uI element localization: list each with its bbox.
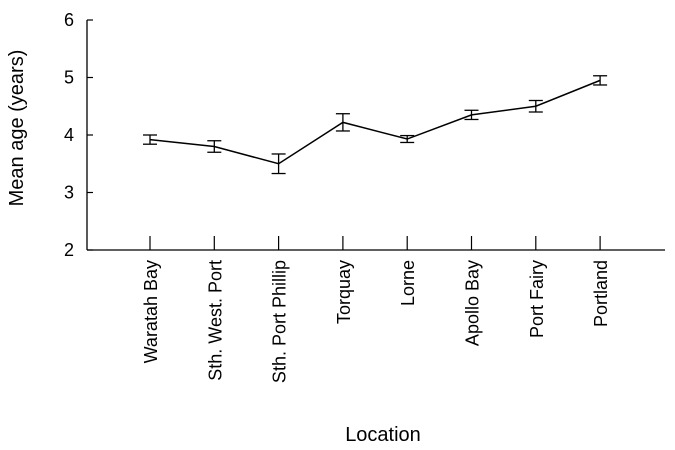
- y-tick-label: 5: [64, 68, 74, 88]
- x-axis: Waratah Bay Sth. West. Port Sth. Port Phil…: [87, 236, 665, 383]
- x-tick-label: Lorne: [398, 260, 418, 306]
- x-tick-label: Waratah Bay: [141, 260, 161, 363]
- y-tick-label: 4: [64, 125, 74, 145]
- x-tick-label: Torquay: [334, 260, 354, 324]
- series-line: [149, 79, 601, 165]
- x-tick-label: Sth. West. Port: [205, 260, 225, 381]
- y-tick-label: 6: [64, 10, 74, 30]
- x-tick-label: Port Fairy: [527, 260, 547, 338]
- x-ticks: Waratah Bay Sth. West. Port Sth. Port Phil…: [141, 236, 611, 383]
- y-axis-title: Mean age (years): [6, 50, 28, 207]
- plot-area: [143, 75, 608, 175]
- x-tick-label: Portland: [591, 260, 611, 327]
- x-tick-label: Apollo Bay: [463, 260, 483, 346]
- x-axis-title: Location: [345, 424, 421, 446]
- y-ticks: 2 3 4 5 6: [64, 10, 93, 260]
- y-axis: 2 3 4 5 6: [64, 10, 93, 260]
- y-tick-label: 3: [64, 183, 74, 203]
- x-tick-label: Sth. Port Phillip: [270, 260, 290, 383]
- y-tick-label: 2: [64, 240, 74, 260]
